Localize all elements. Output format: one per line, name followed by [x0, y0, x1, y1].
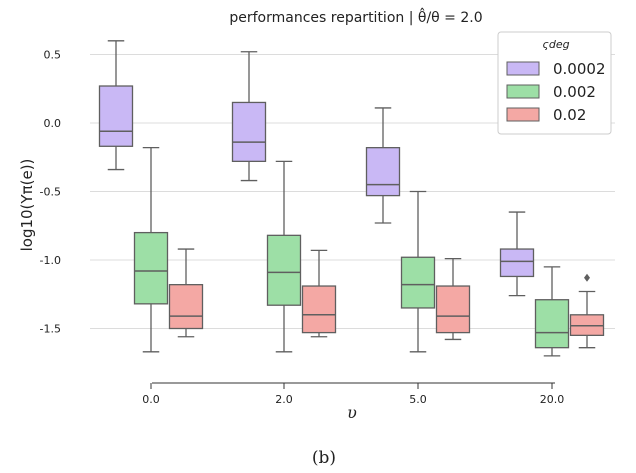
legend-title: ςdeg — [542, 38, 569, 51]
box-plots — [98, 40, 605, 357]
x-tick-label: 2.0 — [275, 393, 293, 406]
box-0.0002-0.0 — [98, 40, 134, 171]
legend-label: 0.0002 — [553, 60, 606, 78]
x-tick-label: 5.0 — [409, 393, 427, 406]
legend-swatch — [506, 107, 540, 122]
legend: ςdeg 0.0002 0.002 0.02 — [497, 31, 612, 135]
x-tick-label: 0.0 — [142, 393, 160, 406]
box-body — [266, 234, 302, 306]
box-body — [98, 85, 134, 147]
x-axis: 0.0 2.0 5.0 20.0 — [142, 382, 565, 406]
legend-swatch — [506, 61, 540, 76]
box-0.02-5.0 — [435, 257, 471, 341]
y-tick-label: 0.5 — [44, 49, 62, 62]
y-tick-label: 0.0 — [44, 117, 62, 130]
box-body — [301, 285, 337, 334]
outlier-point — [584, 273, 590, 282]
legend-swatch — [506, 84, 540, 99]
box-0.002-2.0 — [266, 160, 302, 353]
chart-title: performances repartition | θ̂/θ = 2.0 — [229, 7, 482, 26]
box-body — [231, 101, 267, 163]
x-tick-label: 20.0 — [540, 393, 565, 406]
box-0.02-20.0 — [569, 273, 605, 349]
box-0.0002-20.0 — [499, 211, 535, 297]
legend-entries: 0.0002 0.002 0.02 — [506, 60, 606, 124]
box-body — [400, 256, 436, 309]
legend-label: 0.02 — [553, 106, 586, 124]
y-tick-labels: 0.5 0.0 -0.5 -1.0 -1.5 — [40, 49, 61, 336]
box-body — [435, 285, 471, 334]
legend-label: 0.002 — [553, 83, 596, 101]
box-0.02-2.0 — [301, 249, 337, 338]
x-axis-label: υ — [347, 403, 357, 422]
box-body — [365, 147, 401, 197]
box-0.02-0.0 — [168, 248, 204, 338]
box-body — [168, 284, 204, 330]
figure-caption: (b) — [312, 448, 336, 468]
box-body — [133, 231, 169, 305]
box-0.0002-2.0 — [231, 51, 267, 182]
y-axis-label: log10(Υπ(e)) — [18, 159, 36, 252]
y-tick-label: -0.5 — [40, 186, 61, 199]
box-body — [534, 299, 570, 349]
box-0.0002-5.0 — [365, 107, 401, 224]
box-0.002-5.0 — [400, 190, 436, 353]
y-tick-label: -1.5 — [40, 323, 61, 336]
y-tick-label: -1.0 — [40, 254, 61, 267]
box-0.002-0.0 — [133, 147, 169, 353]
box-0.002-20.0 — [534, 266, 570, 357]
box-body — [499, 248, 535, 278]
